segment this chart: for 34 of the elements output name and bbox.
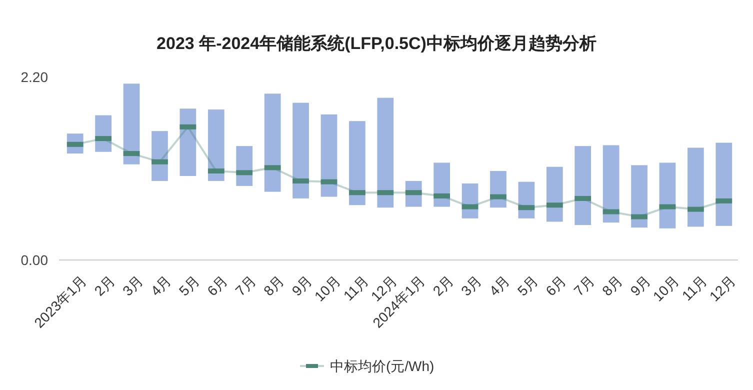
x-tick-label: 6月 — [204, 272, 231, 299]
bar — [208, 109, 224, 181]
x-tick-label: 6月 — [542, 272, 570, 299]
bar — [659, 162, 676, 228]
chart-title: 2023 年-2024年储能系统(LFP,0.5C)中标均价逐月趋势分析 — [156, 34, 596, 53]
bar — [631, 165, 648, 228]
bar — [377, 98, 394, 208]
bar — [292, 102, 309, 198]
x-tick-label: 4月 — [486, 272, 513, 299]
bar — [574, 146, 592, 226]
x-tick-label: 7月 — [570, 272, 598, 299]
bar — [180, 108, 196, 176]
bar — [716, 142, 732, 226]
y-tick-label: 2.20 — [20, 69, 48, 85]
x-tick-label: 8月 — [260, 272, 288, 299]
bar — [349, 121, 366, 206]
x-tick-label: 5月 — [176, 272, 202, 299]
bar — [688, 148, 704, 227]
x-tick-label: 2月 — [91, 272, 118, 299]
bar — [546, 166, 563, 222]
x-tick-label: 8月 — [598, 272, 626, 299]
bar — [123, 84, 140, 164]
x-tick-label: 2月 — [430, 272, 456, 299]
bar — [152, 131, 168, 181]
x-tick-label: 3月 — [458, 272, 484, 299]
x-tick-label: 5月 — [514, 272, 541, 299]
bar — [264, 94, 281, 192]
bar — [602, 145, 620, 223]
x-tick-label: 7月 — [232, 272, 259, 299]
bar — [320, 114, 338, 197]
x-tick-label: 4月 — [147, 272, 174, 299]
x-tick-label: 3月 — [119, 272, 146, 299]
legend-label: 中标均价(元/Wh) — [330, 358, 434, 374]
y-tick-label: 0.00 — [20, 252, 48, 268]
